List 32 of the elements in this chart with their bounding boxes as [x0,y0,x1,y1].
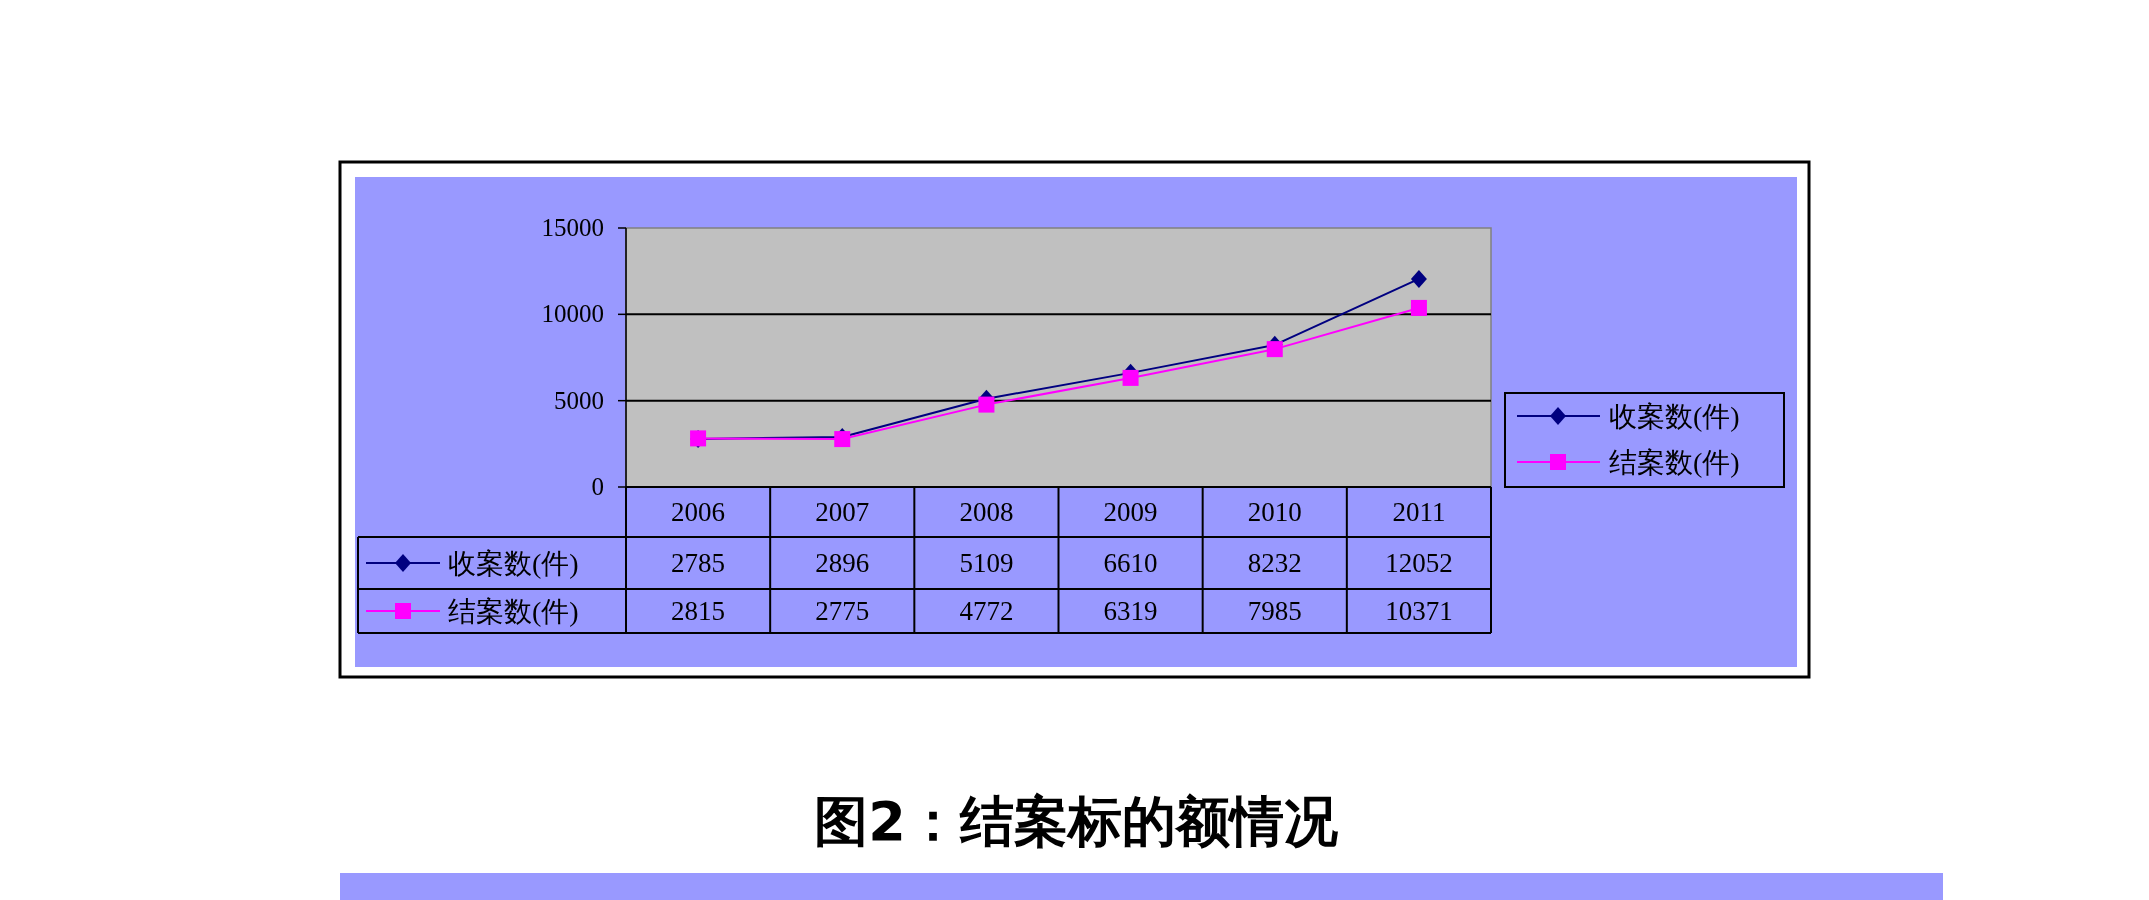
data-label: 8232 [1247,548,1302,578]
text: 收案数(件) [1609,401,1740,432]
x-tick-label: 2009 [1103,497,1158,527]
caption: 图2：结案标的额情况 [814,790,1338,853]
data-label: 7985 [1247,596,1302,626]
point [1122,369,1139,386]
data-label: 10371 [1385,596,1453,626]
data-label: 2815 [671,596,726,626]
legend-label: 收案数(件) [448,548,579,579]
data-label: 6610 [1103,548,1158,578]
x-tick-label: 2007 [815,497,870,527]
x-tick-label: 2008 [959,497,1014,527]
point [1410,299,1427,316]
data-label: 12052 [1385,548,1453,578]
point [978,396,995,413]
data-label: 5109 [959,548,1014,578]
y-tick-label: 5000 [554,386,604,414]
point [1410,269,1427,288]
x-tick-label: 2006 [671,497,726,527]
data-label: 2785 [671,548,726,578]
point [1266,341,1283,358]
x-tick-label: 2011 [1392,497,1446,527]
data-label: 2896 [815,548,870,578]
x-tick-label: 2010 [1247,497,1302,527]
y-tick-label: 0 [591,473,604,500]
legend-label: 结案数(件) [1609,447,1740,478]
y-tick-label: 10000 [541,300,604,328]
y-tick-label: 15000 [541,214,604,241]
data-label: 4772 [959,596,1014,626]
data-label: 6319 [1103,596,1158,626]
data-label: 2775 [815,596,870,626]
text: 结案数(件) [448,596,579,627]
